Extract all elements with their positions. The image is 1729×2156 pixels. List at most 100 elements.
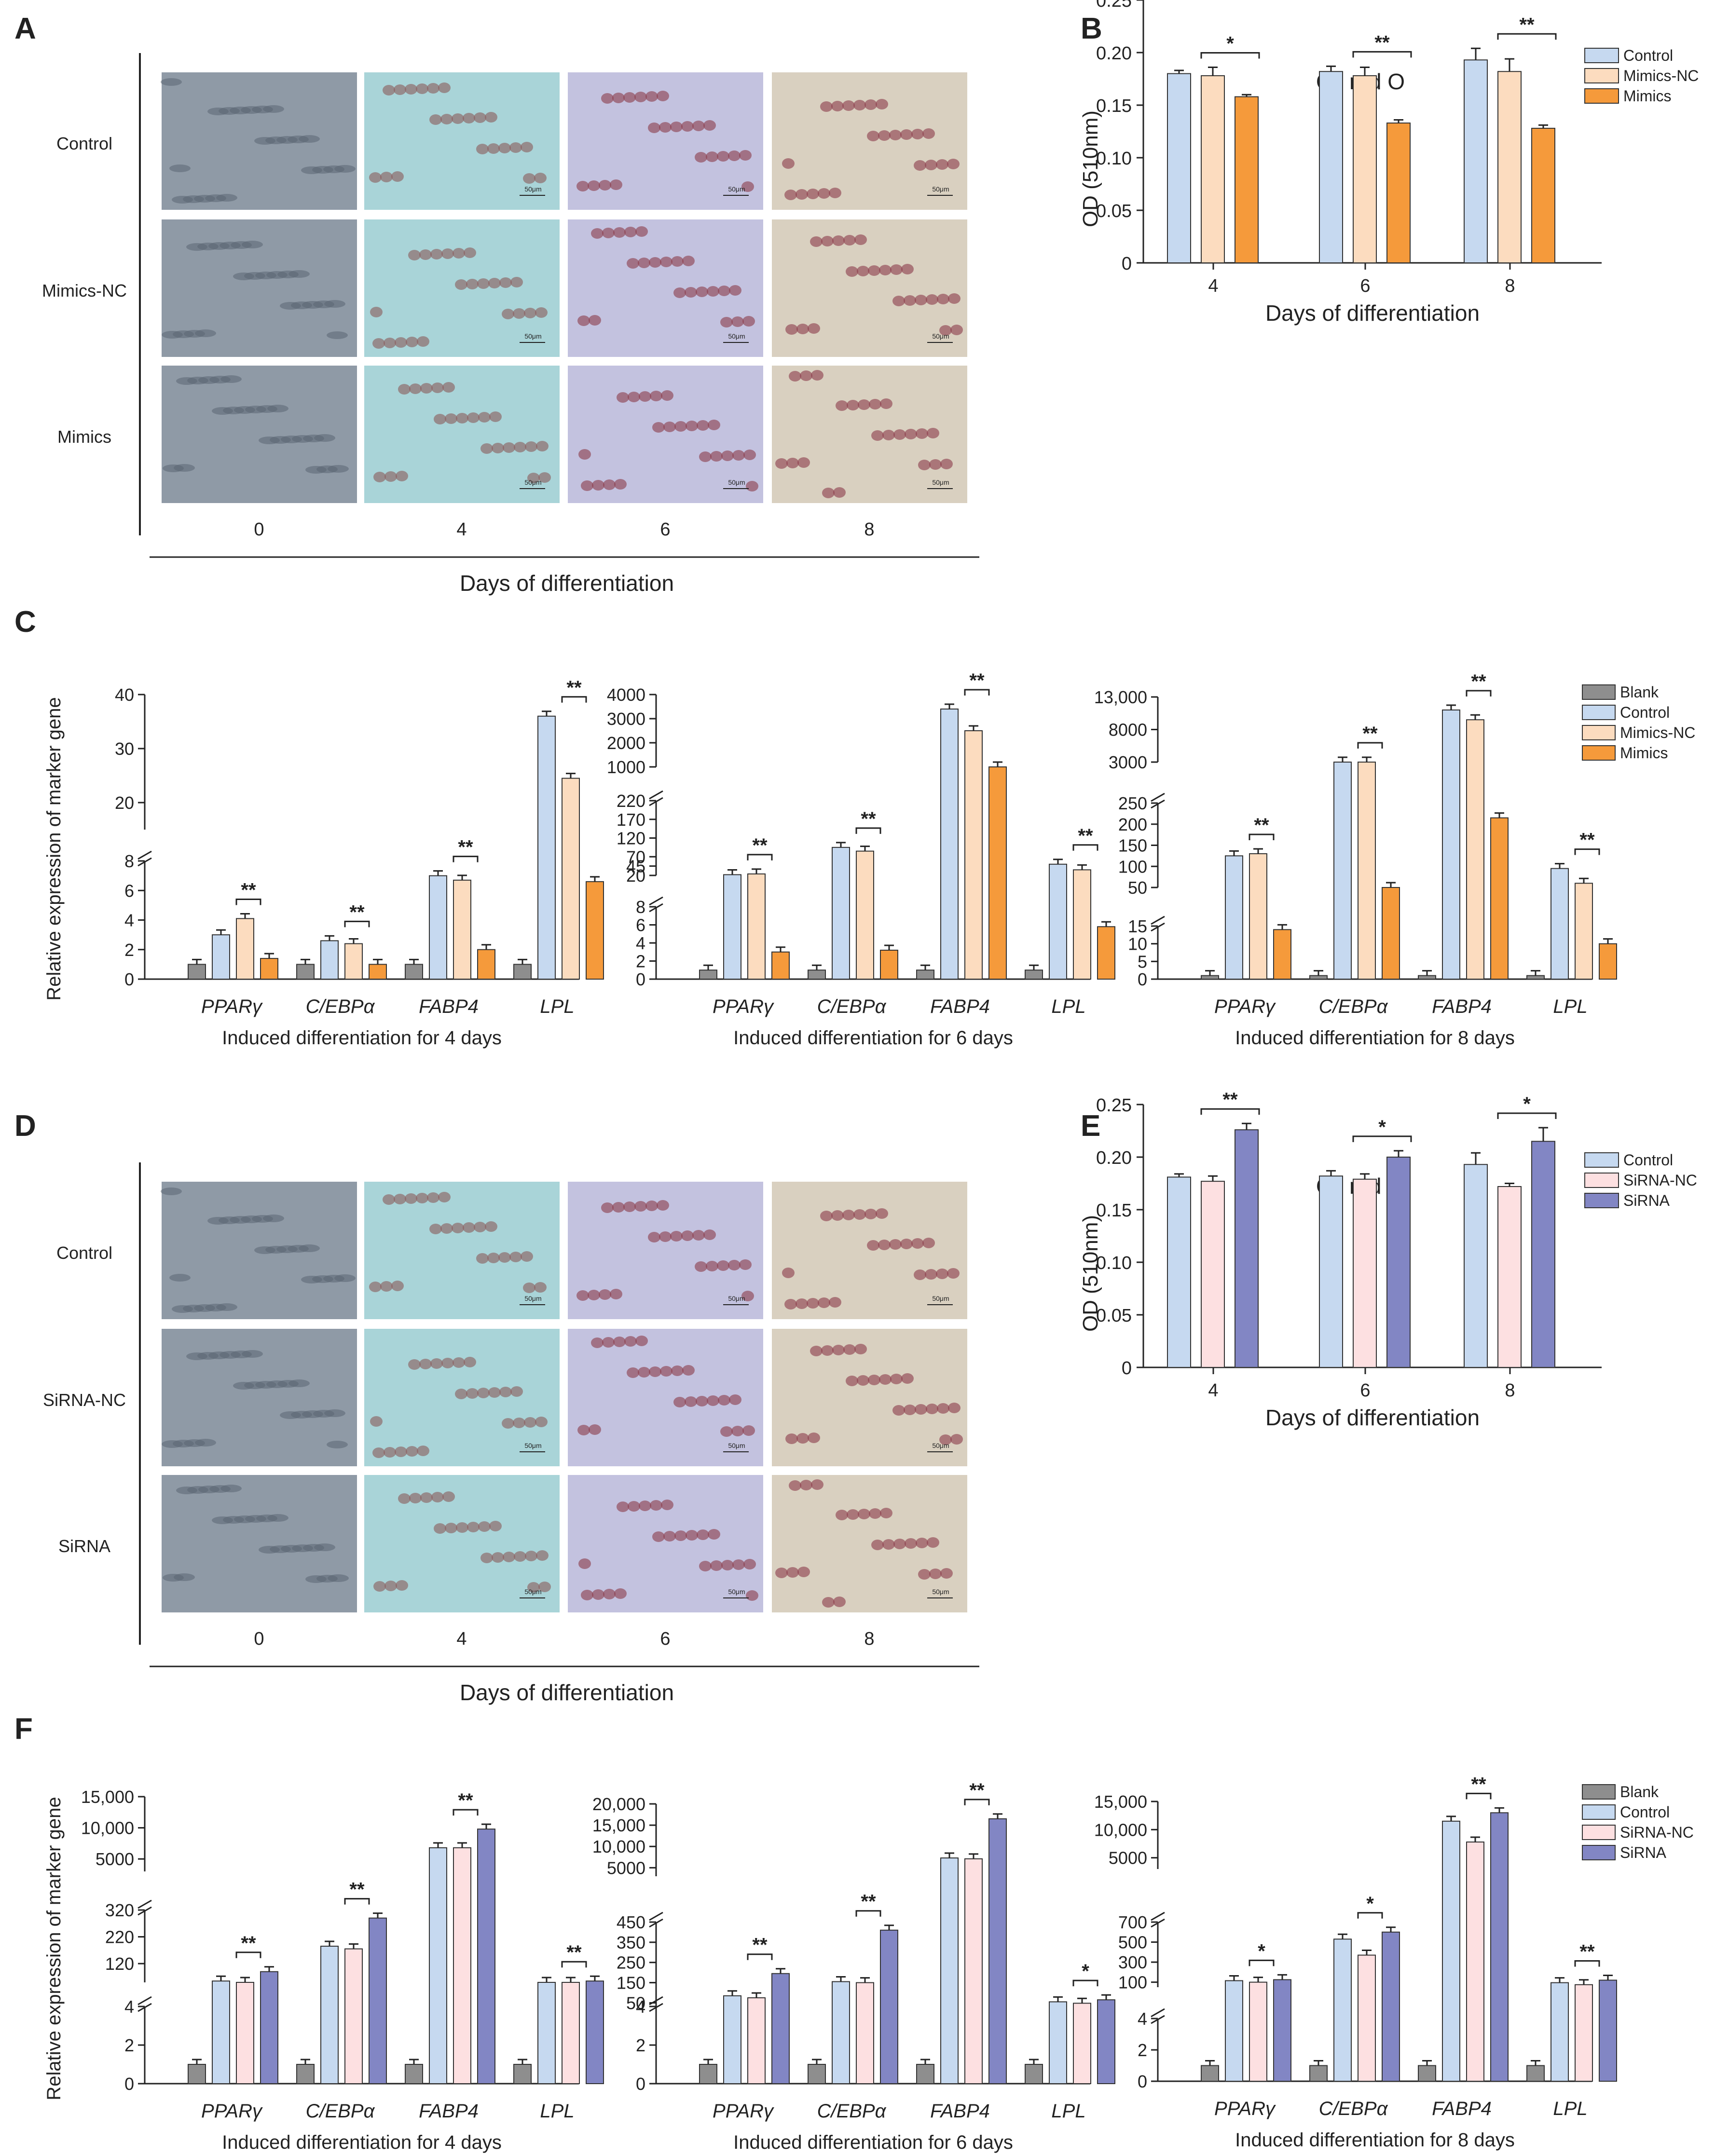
y-tick-label: 20 xyxy=(626,866,645,886)
cell-shape xyxy=(169,1274,191,1282)
y-tick-label: 8 xyxy=(636,897,645,917)
bar xyxy=(537,715,556,980)
cell-shape xyxy=(398,1493,411,1504)
legend-label: Control xyxy=(1623,47,1673,64)
y-axis-label: Relative expression of marker gene xyxy=(43,697,65,1000)
cell-shape xyxy=(242,1350,263,1358)
cell-shape xyxy=(732,1559,745,1570)
cell-shape xyxy=(889,1239,902,1250)
bar xyxy=(988,766,1007,980)
cell-shape xyxy=(417,1446,429,1456)
cell-shape xyxy=(692,121,705,131)
cell-shape xyxy=(538,472,551,483)
cell-shape xyxy=(708,1529,720,1540)
scale-bar-label: 50μm xyxy=(728,1588,745,1596)
bar xyxy=(988,1818,1007,2084)
cell-shape xyxy=(509,142,522,153)
cell-shape xyxy=(718,286,730,296)
significance-bracket xyxy=(855,827,881,834)
cell-shape xyxy=(578,1558,591,1569)
cell-shape xyxy=(927,1537,939,1548)
bar xyxy=(562,778,580,980)
cell-shape xyxy=(299,1244,320,1252)
bar xyxy=(1466,1842,1484,2082)
cell-shape xyxy=(503,442,515,453)
cell-shape xyxy=(405,1193,417,1204)
cell-shape xyxy=(645,1201,658,1211)
cell-shape xyxy=(901,264,914,274)
bar xyxy=(1273,929,1291,980)
panel-letter: A xyxy=(14,12,36,45)
cell-shape xyxy=(810,1346,823,1356)
cell-shape xyxy=(263,1214,284,1222)
y-tick-label: 3000 xyxy=(607,709,645,729)
y-tick-label: 0 xyxy=(636,2074,645,2094)
day-label: 8 xyxy=(864,1629,874,1649)
y-tick-label: 2 xyxy=(124,2035,134,2055)
cell-shape xyxy=(818,188,830,199)
bar xyxy=(1466,719,1484,980)
bar xyxy=(723,874,741,980)
cell-shape xyxy=(588,180,600,191)
cell-shape xyxy=(334,1274,356,1282)
cell-shape xyxy=(169,164,191,172)
cell-shape xyxy=(916,1538,928,1548)
cell-shape xyxy=(853,1209,866,1220)
bar xyxy=(429,875,447,980)
bar xyxy=(1249,853,1267,980)
cell-shape xyxy=(478,412,491,423)
y-tick-label: 0.25 xyxy=(1096,1095,1132,1116)
cell-shape xyxy=(695,152,707,163)
cell-shape xyxy=(434,414,446,424)
gene-label: PPARγ xyxy=(1214,2098,1276,2119)
significance-bracket xyxy=(1249,833,1275,840)
y-tick-label: 2 xyxy=(636,2035,645,2055)
bar xyxy=(453,1847,471,2085)
cell-shape xyxy=(893,429,906,440)
cell-shape xyxy=(395,1446,407,1457)
cell-shape xyxy=(391,1281,404,1291)
cell-shape xyxy=(914,1269,926,1280)
cell-shape xyxy=(216,1303,237,1311)
bar xyxy=(188,964,206,980)
micrograph-image xyxy=(364,1475,560,1612)
cell-shape xyxy=(441,248,454,259)
y-tick-label: 4 xyxy=(636,933,645,953)
cell-shape xyxy=(703,1229,716,1240)
significance-label: ** xyxy=(969,1780,985,1801)
scale-bar-label: 50μm xyxy=(728,332,745,340)
bar xyxy=(405,964,423,980)
bar xyxy=(1358,1954,1376,2082)
gene-label: FABP4 xyxy=(930,2101,990,2122)
cell-shape xyxy=(523,173,535,184)
cell-shape xyxy=(663,1531,676,1542)
cell-shape xyxy=(696,1396,708,1406)
bar xyxy=(1249,1981,1267,2082)
cell-shape xyxy=(394,84,406,95)
y-tick-label: 0.10 xyxy=(1096,1253,1132,1273)
cell-shape xyxy=(430,249,443,259)
bar xyxy=(1551,868,1569,980)
cell-shape xyxy=(890,1374,903,1384)
cell-shape xyxy=(591,1337,604,1348)
cell-shape xyxy=(831,1210,844,1221)
cell-shape xyxy=(263,105,284,113)
cell-shape xyxy=(686,421,698,431)
cell-shape xyxy=(836,400,848,411)
axis-break-mark xyxy=(649,896,663,913)
cell-shape xyxy=(523,1283,535,1293)
cell-shape xyxy=(905,1538,917,1549)
day-label: 0 xyxy=(254,1629,264,1649)
cell-shape xyxy=(703,120,716,131)
bar xyxy=(808,969,826,980)
y-tick-label: 0 xyxy=(1122,254,1132,274)
legend-label: SiRNA xyxy=(1623,1192,1670,1209)
y-tick-label: 15,000 xyxy=(81,1787,134,1807)
cell-shape xyxy=(525,1551,537,1561)
cell-shape xyxy=(480,1553,493,1563)
x-axis-label: Induced differentiation for 4 days xyxy=(222,1027,502,1049)
cell-shape xyxy=(659,1231,672,1242)
y-tick-label: 0 xyxy=(1122,1358,1132,1378)
bar xyxy=(1167,73,1191,263)
